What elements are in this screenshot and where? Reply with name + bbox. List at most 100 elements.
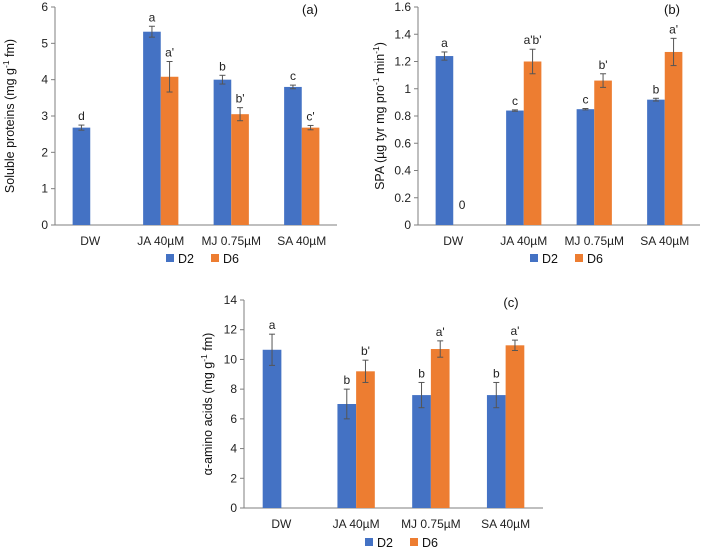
bar-D6-3 (505, 345, 525, 508)
significance-label: b' (236, 92, 245, 106)
y-tick-label: 0.2 (394, 191, 411, 205)
legend-label: D2 (377, 536, 393, 550)
y-tick-label: 4 (41, 73, 48, 87)
bar-D6-3 (301, 127, 320, 225)
y-axis-title-sup: -1 (1, 60, 11, 68)
y-axis-title-main: Soluble proteins (mg g (3, 68, 17, 193)
y-tick-label: 1.2 (394, 55, 411, 69)
bar-D6-3 (664, 51, 683, 226)
significance-label: b' (599, 58, 608, 72)
significance-label: 0 (459, 198, 466, 212)
y-axis-title: α-amino acids (mg g-1 fm) (199, 333, 215, 476)
y-tick-label: 3 (41, 109, 48, 123)
significance-label: c (512, 94, 518, 108)
y-axis-title-tail: min (373, 54, 387, 78)
x-tick-label: MJ 0.75µM (201, 234, 261, 248)
legend-swatch-D2 (530, 254, 538, 262)
y-tick-label: 0.6 (394, 136, 411, 150)
significance-label: b (219, 59, 226, 73)
bar-D2-3 (284, 86, 302, 225)
y-tick-label: 2 (230, 471, 237, 485)
y-axis-title-sup2: -1 (371, 46, 381, 54)
x-tick-label: SA 40µM (481, 517, 530, 531)
bar-D2-3 (486, 395, 506, 508)
legend-label: D2 (542, 252, 558, 266)
panel-label: (b) (664, 2, 680, 17)
y-tick-label: 1 (41, 182, 48, 196)
y-axis-title: SPA (µg tyr mg pro-1 min-1) (371, 42, 387, 190)
y-axis-title-tail: fm) (3, 39, 17, 61)
y-tick-label: 1.4 (394, 27, 411, 41)
bar-D6-2 (430, 349, 450, 508)
y-tick-label: 5 (41, 36, 48, 50)
y-tick-label: 10 (224, 352, 238, 366)
y-tick-label: 2 (41, 145, 48, 159)
x-tick-label: SA 40µM (277, 234, 326, 248)
bar-D2-0 (72, 127, 91, 225)
chart-panel-0: 0 1 2 3 4 5 6 Soluble proteins (mg g-1 fm) DW d JA… (1, 0, 337, 266)
legend-label: D6 (422, 536, 438, 550)
y-tick-label: 0 (41, 218, 48, 232)
bar-D2-0 (435, 56, 454, 225)
y-tick-label: 14 (224, 293, 238, 307)
legend-swatch-D6 (410, 538, 418, 546)
panel-label: (a) (302, 2, 318, 17)
significance-label: c (582, 93, 588, 107)
significance-label: a' (436, 325, 445, 339)
y-tick-label: 0.8 (394, 109, 411, 123)
legend-label: D6 (223, 252, 239, 266)
chart-panel-1: 0 0.2 0.4 0.6 0.8 1 1.2 1.4 1.6 SPA (µg tyr mg pr… (371, 0, 700, 266)
significance-label: c (290, 69, 296, 83)
y-tick-label: 1 (404, 82, 411, 96)
bar-D2-0 (262, 349, 282, 508)
significance-label: a' (165, 46, 174, 60)
x-tick-label: SA 40µM (640, 234, 689, 248)
legend-swatch-D2 (166, 254, 174, 262)
significance-label: c' (306, 109, 314, 123)
legend-label: D2 (178, 252, 194, 266)
y-tick-label: 0 (230, 501, 237, 515)
bar-D2-2 (412, 395, 431, 508)
bar-D6-2 (594, 80, 612, 225)
y-axis-title-end: ) (373, 42, 387, 46)
y-tick-label: 6 (41, 0, 48, 14)
legend-swatch-D2 (365, 538, 373, 546)
y-tick-label: 0 (404, 218, 411, 232)
significance-label: a' (669, 22, 678, 36)
significance-label: b (493, 366, 500, 380)
bar-D2-2 (213, 79, 232, 226)
significance-label: b (418, 366, 425, 380)
significance-label: b (653, 82, 660, 96)
x-tick-label: JA 40µM (500, 234, 547, 248)
bar-D6-1 (160, 76, 179, 225)
legend-swatch-D6 (211, 254, 219, 262)
significance-label: a (269, 318, 276, 332)
bar-D2-1 (506, 110, 524, 225)
x-tick-label: MJ 0.75µM (564, 234, 624, 248)
bar-D2-1 (143, 31, 161, 226)
bar-D6-2 (231, 114, 249, 225)
significance-label: a'b' (524, 33, 542, 47)
y-tick-label: 6 (230, 412, 237, 426)
panel-label: (c) (503, 295, 518, 310)
y-tick-label: 1.6 (394, 0, 411, 14)
bar-D2-2 (576, 109, 595, 225)
y-axis-title-sup: -1 (371, 77, 381, 85)
y-axis-title-main: α-amino acids (mg g (201, 362, 215, 476)
significance-label: a (441, 36, 448, 50)
x-tick-label: JA 40µM (333, 517, 380, 531)
x-tick-label: MJ 0.75µM (401, 517, 461, 531)
significance-label: a (149, 10, 156, 24)
significance-label: b (343, 373, 350, 387)
y-axis-title: Soluble proteins (mg g-1 fm) (1, 39, 17, 193)
legend-swatch-D6 (575, 254, 583, 262)
x-tick-label: DW (271, 517, 292, 531)
significance-label: a' (510, 324, 519, 338)
bar-D2-1 (337, 404, 357, 508)
significance-label: b' (361, 344, 370, 358)
y-axis-title-sup: -1 (199, 354, 209, 362)
bar-D6-1 (523, 61, 542, 225)
bar-D6-1 (356, 371, 375, 508)
y-axis-title-main: SPA (µg tyr mg pro (373, 85, 387, 190)
